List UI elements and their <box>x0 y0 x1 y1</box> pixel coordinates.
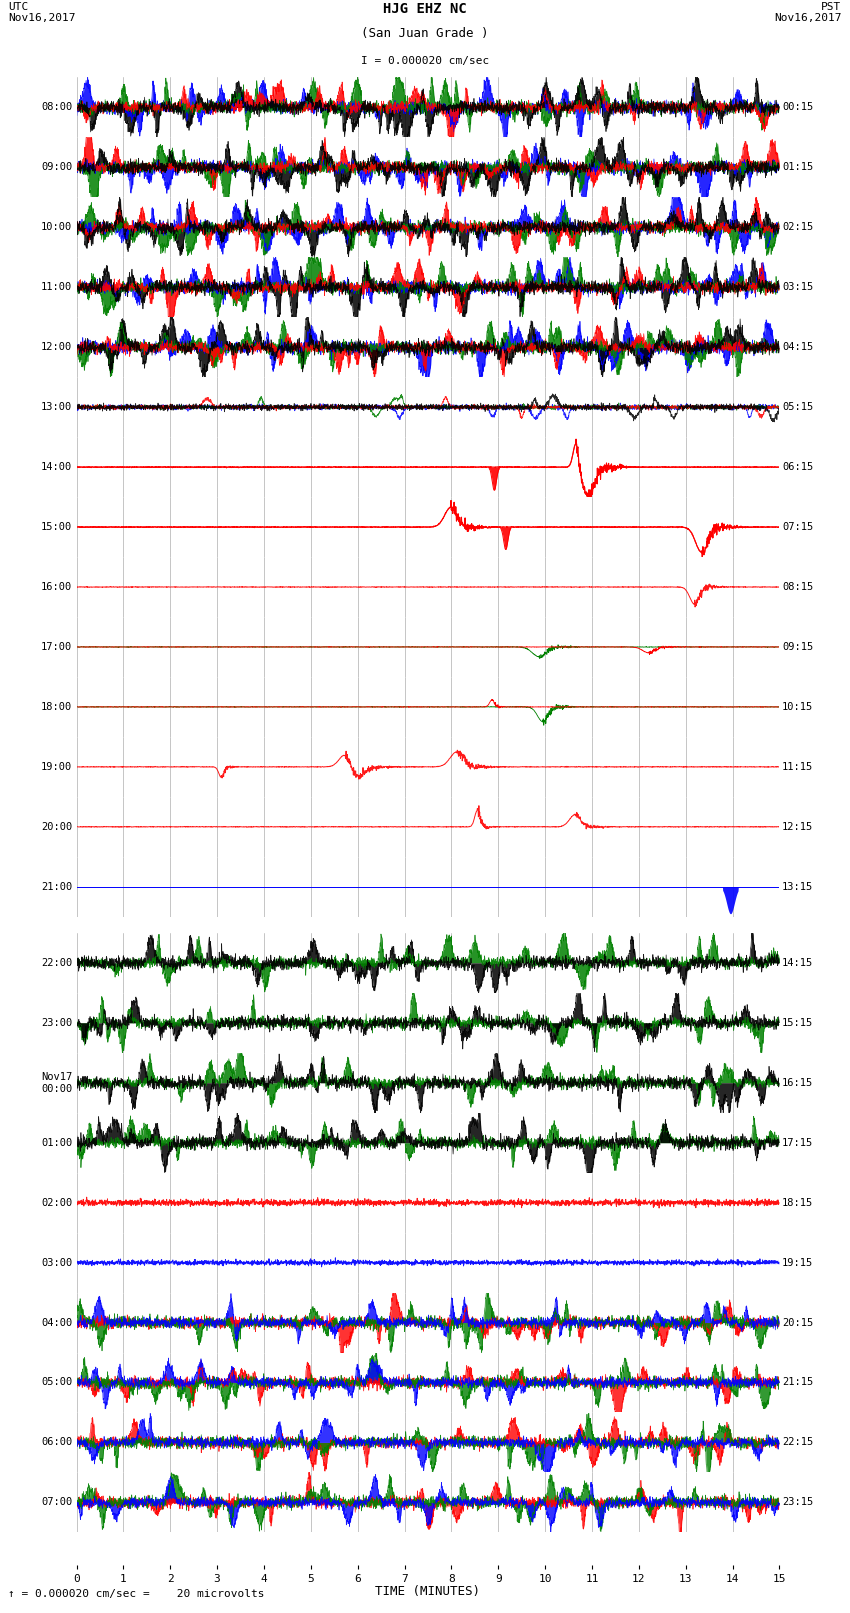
Text: 13:00: 13:00 <box>41 402 72 413</box>
Text: 18:00: 18:00 <box>41 702 72 711</box>
Text: 08:00: 08:00 <box>41 102 72 113</box>
Text: 09:15: 09:15 <box>782 642 813 652</box>
Text: 22:00: 22:00 <box>41 958 72 968</box>
Text: 06:00: 06:00 <box>41 1437 72 1447</box>
Text: HJG EHZ NC: HJG EHZ NC <box>383 2 467 16</box>
Text: 22:15: 22:15 <box>782 1437 813 1447</box>
Text: 14:00: 14:00 <box>41 461 72 473</box>
Text: 00:15: 00:15 <box>782 102 813 113</box>
Text: 05:15: 05:15 <box>782 402 813 413</box>
Text: 04:00: 04:00 <box>41 1318 72 1327</box>
Text: 20:15: 20:15 <box>782 1318 813 1327</box>
Text: ↑ = 0.000020 cm/sec =    20 microvolts: ↑ = 0.000020 cm/sec = 20 microvolts <box>8 1589 265 1598</box>
Text: 20:00: 20:00 <box>41 821 72 832</box>
Text: 11:00: 11:00 <box>41 282 72 292</box>
Text: PST
Nov16,2017: PST Nov16,2017 <box>774 2 842 23</box>
Text: 21:15: 21:15 <box>782 1378 813 1387</box>
Text: 16:00: 16:00 <box>41 582 72 592</box>
Text: 07:15: 07:15 <box>782 523 813 532</box>
Text: 02:15: 02:15 <box>782 223 813 232</box>
Text: 07:00: 07:00 <box>41 1497 72 1508</box>
Text: 12:15: 12:15 <box>782 821 813 832</box>
Text: 09:00: 09:00 <box>41 163 72 173</box>
Text: 10:00: 10:00 <box>41 223 72 232</box>
Text: 15:00: 15:00 <box>41 523 72 532</box>
Text: 11:15: 11:15 <box>782 761 813 773</box>
Text: Nov17
00:00: Nov17 00:00 <box>41 1073 72 1094</box>
Text: 01:15: 01:15 <box>782 163 813 173</box>
Text: 04:15: 04:15 <box>782 342 813 352</box>
Text: 14:15: 14:15 <box>782 958 813 968</box>
X-axis label: TIME (MINUTES): TIME (MINUTES) <box>376 1586 480 1598</box>
Text: 21:00: 21:00 <box>41 882 72 892</box>
Text: 12:00: 12:00 <box>41 342 72 352</box>
Text: UTC
Nov16,2017: UTC Nov16,2017 <box>8 2 76 23</box>
Text: 13:15: 13:15 <box>782 882 813 892</box>
Text: 23:00: 23:00 <box>41 1018 72 1027</box>
Text: 10:15: 10:15 <box>782 702 813 711</box>
Text: 05:00: 05:00 <box>41 1378 72 1387</box>
Text: 03:15: 03:15 <box>782 282 813 292</box>
Text: 19:00: 19:00 <box>41 761 72 773</box>
Text: 01:00: 01:00 <box>41 1137 72 1148</box>
Text: 17:15: 17:15 <box>782 1137 813 1148</box>
Text: 23:15: 23:15 <box>782 1497 813 1508</box>
Text: 18:15: 18:15 <box>782 1197 813 1208</box>
Text: 17:00: 17:00 <box>41 642 72 652</box>
Text: 16:15: 16:15 <box>782 1077 813 1087</box>
Text: 15:15: 15:15 <box>782 1018 813 1027</box>
Text: 03:00: 03:00 <box>41 1258 72 1268</box>
Text: 02:00: 02:00 <box>41 1197 72 1208</box>
Text: 08:15: 08:15 <box>782 582 813 592</box>
Text: 19:15: 19:15 <box>782 1258 813 1268</box>
Text: I = 0.000020 cm/sec: I = 0.000020 cm/sec <box>361 56 489 66</box>
Text: (San Juan Grade ): (San Juan Grade ) <box>361 27 489 40</box>
Text: 06:15: 06:15 <box>782 461 813 473</box>
